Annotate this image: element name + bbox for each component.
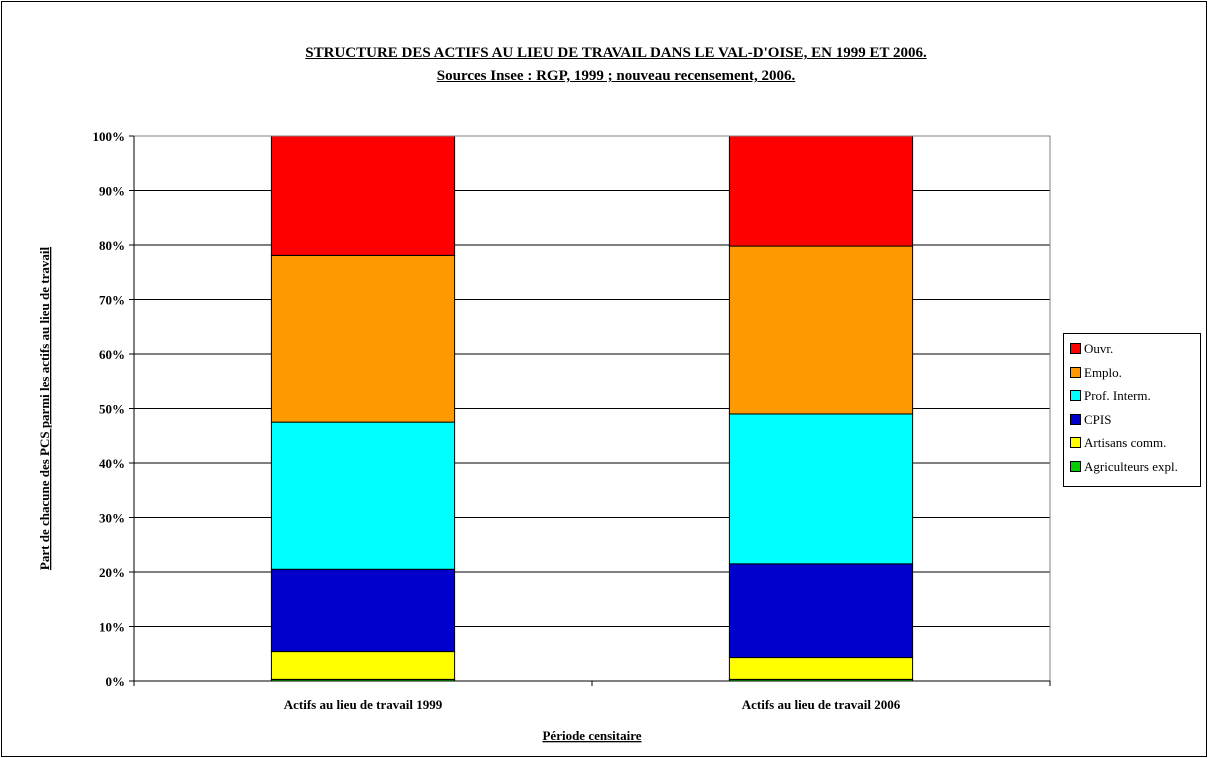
x-axis-title: Période censitaire <box>542 728 641 743</box>
bar-segment <box>270 651 456 680</box>
legend-label: Artisans comm. <box>1084 435 1167 450</box>
x-tick-label: Actifs au lieu de travail 1999 <box>284 697 443 712</box>
y-tick-label: 40% <box>99 456 125 471</box>
legend-swatch <box>1070 366 1081 378</box>
legend-label: CPIS <box>1084 411 1112 427</box>
legend-item: Emplo. <box>1070 364 1122 381</box>
legend-item: CPIS <box>1070 411 1111 428</box>
legend-label: Emplo. <box>1084 364 1122 380</box>
y-axis-title: Part de chacune des PCS parmi les actifs… <box>37 247 52 571</box>
bar-segment <box>270 254 456 423</box>
legend-label: Prof. Interm. <box>1084 388 1151 403</box>
bar-segment <box>728 413 914 565</box>
legend-swatch <box>1070 413 1081 425</box>
y-tick-label: 20% <box>99 565 125 580</box>
bar-segment <box>728 563 914 659</box>
bar-segment <box>728 135 914 247</box>
y-tick-label: 100% <box>93 129 126 144</box>
legend-item: Agriculteurs expl. <box>1070 458 1178 475</box>
legend-swatch <box>1070 390 1081 401</box>
x-tick-label: Actifs au lieu de travail 2006 <box>742 697 901 712</box>
chart-subtitle: Sources Insee : RGP, 1999 ; nouveau rece… <box>436 68 796 84</box>
bar-segment <box>728 657 914 680</box>
legend-item: Artisans comm. <box>1070 434 1166 451</box>
bar-segment <box>270 135 456 256</box>
legend-item: Prof. Interm. <box>1070 387 1151 404</box>
legend-item: Ouvr. <box>1070 340 1113 357</box>
y-tick-label: 50% <box>99 402 125 417</box>
bar-segment <box>270 568 456 653</box>
legend-label: Agriculteurs expl. <box>1084 458 1178 474</box>
bars <box>270 135 914 682</box>
chart-title: STRUCTURE DES ACTIFS AU LIEU DE TRAVAIL … <box>305 45 927 61</box>
y-tick-label: 70% <box>99 293 125 308</box>
y-tick-label: 10% <box>99 620 125 635</box>
legend: Ouvr. Emplo. Prof. Interm. CPIS Artisans com… <box>1063 333 1201 487</box>
legend-swatch <box>1070 437 1081 448</box>
y-tick-label: 0% <box>106 674 126 689</box>
y-tick-label: 60% <box>99 347 125 362</box>
legend-label: Ouvr. <box>1084 341 1114 356</box>
y-tick-label: 90% <box>99 184 125 199</box>
legend-swatch <box>1070 460 1081 472</box>
axis-labels: 0% 10% 20% 30% 40% 50% 60% 70% 80% 90% 100% Actifs … <box>37 129 901 743</box>
y-tick-label: 80% <box>99 238 125 253</box>
legend-swatch <box>1070 343 1081 354</box>
axes <box>129 135 1051 686</box>
y-tick-label: 30% <box>99 511 125 526</box>
bar-segment <box>270 421 456 570</box>
bar-segment <box>728 245 914 415</box>
